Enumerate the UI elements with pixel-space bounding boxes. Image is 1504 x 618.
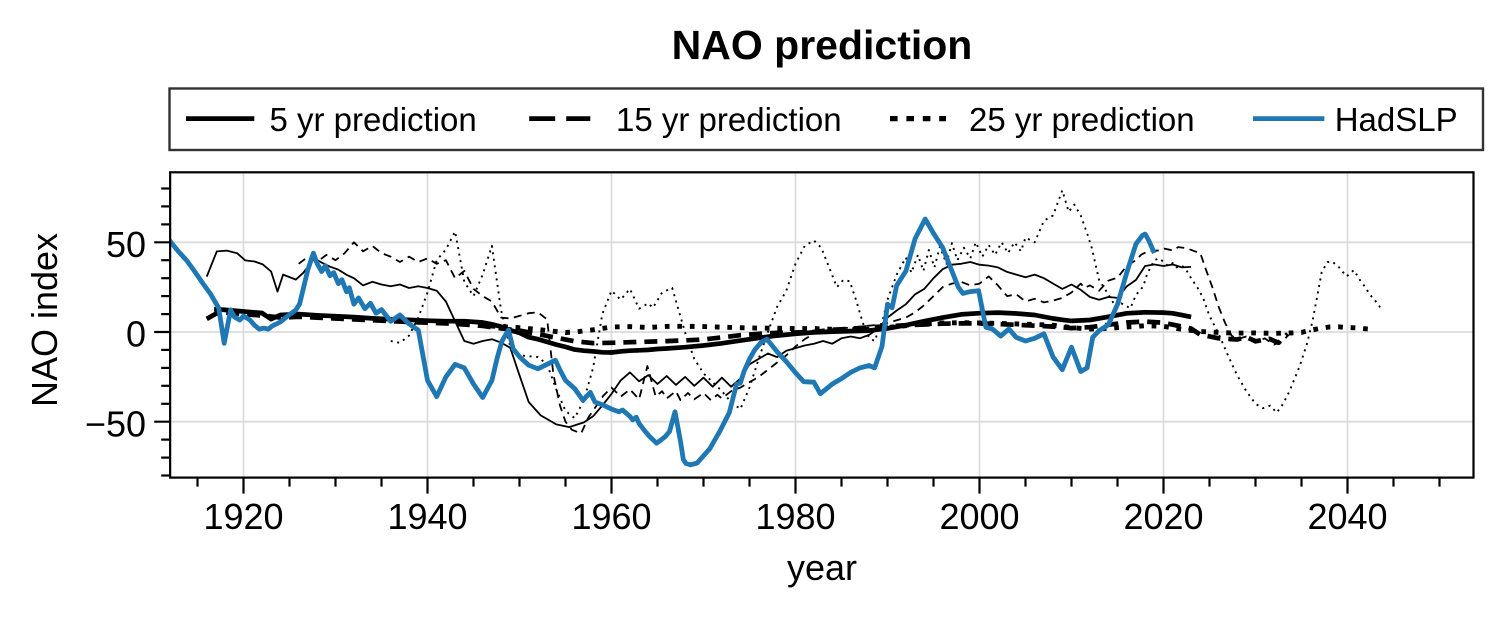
svg-text:1960: 1960: [571, 496, 651, 537]
svg-text:15 yr prediction: 15 yr prediction: [616, 101, 842, 138]
svg-text:HadSLP: HadSLP: [1335, 101, 1458, 138]
svg-text:−50: −50: [85, 403, 146, 444]
svg-text:50: 50: [106, 224, 146, 265]
svg-text:year: year: [787, 547, 857, 588]
svg-text:25 yr prediction: 25 yr prediction: [969, 101, 1195, 138]
svg-text:2000: 2000: [939, 496, 1019, 537]
svg-text:2020: 2020: [1123, 496, 1203, 537]
svg-text:NAO prediction: NAO prediction: [672, 22, 973, 68]
svg-text:1940: 1940: [387, 496, 467, 537]
svg-text:2040: 2040: [1307, 496, 1387, 537]
svg-text:0: 0: [126, 314, 146, 355]
svg-text:NAO index: NAO index: [24, 233, 65, 407]
svg-text:1980: 1980: [755, 496, 835, 537]
svg-text:5 yr prediction: 5 yr prediction: [270, 101, 477, 138]
svg-text:1920: 1920: [203, 496, 283, 537]
